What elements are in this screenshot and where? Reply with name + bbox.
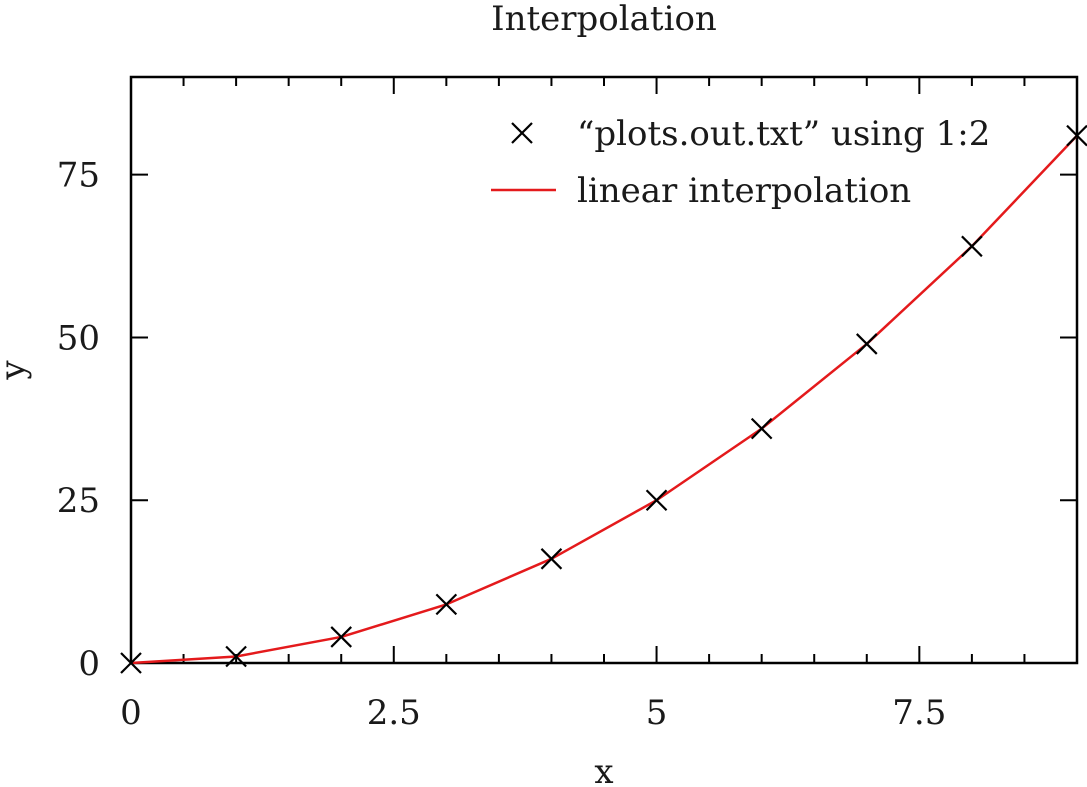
marker-stroke <box>750 417 773 440</box>
data-point-marker <box>750 417 773 440</box>
plot-area <box>120 124 1087 674</box>
data-point-marker <box>225 645 247 668</box>
series-line-linear-interpolation <box>130 134 1078 665</box>
legend: “plots.out.txt” using 1:2 linear interpol… <box>491 114 990 211</box>
x-tick-label: 2.5 <box>367 693 421 733</box>
y-axis-label: y <box>0 360 33 381</box>
data-point-marker <box>330 626 353 648</box>
x-tick-label: 5 <box>646 693 668 733</box>
y-tick-label: 75 <box>57 156 100 196</box>
axes: 0 2.5 5 7.5 0 25 50 75 <box>57 75 1079 733</box>
marker-stroke <box>540 548 563 570</box>
x-tick-label: 7.5 <box>892 693 946 733</box>
y-tick-label: 50 <box>57 318 100 358</box>
data-point-marker <box>540 548 563 570</box>
data-point-marker <box>645 489 668 512</box>
marker-stroke <box>120 652 142 674</box>
plot-frame <box>129 75 1079 665</box>
marker-stroke <box>855 333 878 355</box>
y-tick-label: 0 <box>78 644 100 684</box>
data-point-marker <box>1066 124 1087 147</box>
x-axis-label: x <box>594 752 613 787</box>
y-tick-label: 25 <box>57 481 100 521</box>
marker-stroke <box>225 645 247 668</box>
data-point-marker <box>435 593 458 616</box>
legend-label: linear interpolation <box>577 171 911 211</box>
marker-stroke <box>1066 124 1087 147</box>
marker-stroke <box>961 235 983 258</box>
marker-stroke <box>330 626 353 648</box>
data-point-marker <box>961 235 983 258</box>
data-point-marker <box>855 333 878 355</box>
data-point-marker <box>120 652 142 674</box>
legend-label: “plots.out.txt” using 1:2 <box>577 114 990 154</box>
chart-title: Interpolation <box>491 0 717 39</box>
marker-stroke <box>435 593 458 616</box>
marker-stroke <box>511 122 533 144</box>
legend-marker-symbol <box>511 122 533 144</box>
marker-stroke <box>645 489 668 512</box>
x-tick-label: 0 <box>120 693 142 733</box>
